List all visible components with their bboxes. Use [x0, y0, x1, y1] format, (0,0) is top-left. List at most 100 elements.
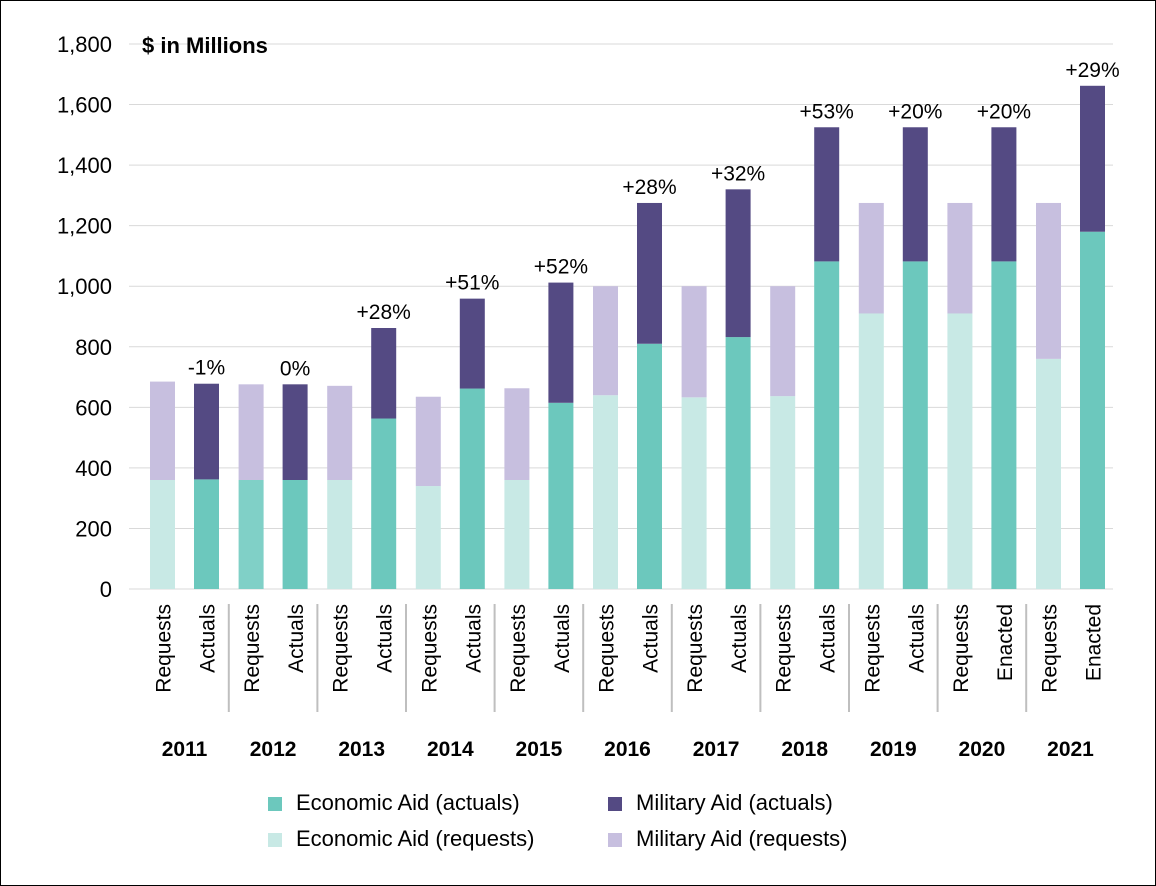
y-tick-label: 600: [75, 395, 112, 420]
legend-label: Military Aid (requests): [636, 826, 848, 851]
bar-economic-requests: [415, 486, 441, 589]
year-label: 2013: [338, 738, 385, 761]
bar-military-actuals: [991, 127, 1017, 262]
legend-item-econ-request: Economic Aid (requests): [268, 824, 534, 854]
change-label: +20%: [888, 100, 942, 123]
y-axis: 0 200 400 600 800 1,000 1,200 1,400 1,600 1,800: [57, 32, 112, 602]
bar-economic-requests: [238, 480, 264, 589]
bar-economic-requests: [150, 480, 175, 589]
bar-military-requests: [415, 396, 441, 487]
year-label: 2016: [604, 738, 651, 761]
x-tick-label: Enacted: [994, 604, 1017, 681]
x-tick-label: Actuals: [551, 604, 574, 673]
y-tick-label: 400: [75, 456, 112, 481]
bar-military-actuals: [459, 298, 485, 389]
bar-military-requests: [593, 286, 618, 396]
x-tick-label: Actuals: [905, 604, 928, 673]
year-label: 2017: [693, 738, 740, 761]
bar-economic-actuals: [371, 418, 397, 589]
change-label: -1%: [188, 357, 225, 380]
legend-swatch-econ-actual: [268, 797, 282, 811]
x-tick-label: Actuals: [462, 604, 485, 673]
bar-military-requests: [770, 286, 796, 397]
y-tick-label: 200: [75, 516, 112, 541]
y-tick-label: 1,800: [57, 32, 112, 57]
x-tick-label: Requests: [684, 604, 707, 693]
y-tick-label: 800: [75, 335, 112, 360]
x-tick-label: Requests: [507, 604, 530, 693]
bar-military-requests: [858, 202, 884, 314]
bar-economic-actuals: [459, 388, 485, 589]
x-tick-label: Actuals: [817, 604, 840, 673]
bar-military-actuals: [637, 202, 662, 344]
year-label: 2019: [870, 738, 917, 761]
year-label: 2018: [781, 738, 828, 761]
x-tick-label: Requests: [861, 604, 884, 693]
y-tick-label: 1,400: [57, 153, 112, 178]
x-tick-label: Requests: [153, 604, 176, 693]
x-tick-label: Actuals: [285, 604, 308, 673]
legend-swatch-econ-request: [268, 833, 282, 847]
legend-label: Economic Aid (actuals): [296, 790, 520, 815]
y-tick-label: 1,600: [57, 93, 112, 118]
year-label: 2011: [162, 738, 208, 761]
bar-economic-actuals: [637, 343, 662, 589]
change-label: +28%: [357, 301, 411, 324]
x-tick-label: Actuals: [374, 604, 397, 673]
x-tick-label: Requests: [950, 604, 973, 693]
change-label: +53%: [800, 100, 854, 123]
x-tick-label: Enacted: [1083, 604, 1106, 681]
bar-economic-requests: [593, 395, 618, 589]
bar-military-requests: [238, 384, 264, 480]
year-label: 2014: [427, 738, 474, 761]
year-label: 2021: [1047, 738, 1094, 761]
change-label: +52%: [534, 256, 588, 279]
bar-economic-requests: [947, 313, 973, 589]
change-label: +32%: [711, 162, 765, 185]
bar-military-actuals: [371, 328, 397, 419]
x-tick-label: Actuals: [197, 604, 220, 673]
x-tick-label: Requests: [241, 604, 264, 693]
bar-economic-requests: [504, 480, 530, 589]
bar-military-actuals: [1080, 85, 1105, 232]
x-tick-label: Actuals: [728, 604, 751, 673]
bar-economic-requests: [858, 313, 884, 589]
change-label: +51%: [445, 272, 499, 295]
legend-item-mil-actual: Military Aid (actuals): [608, 788, 833, 818]
legend: Economic Aid (actuals) Military Aid (act…: [268, 788, 908, 860]
x-tick-label: Requests: [330, 604, 353, 693]
bar-military-actuals: [194, 383, 219, 480]
change-label: +28%: [622, 176, 676, 199]
bar-military-actuals: [814, 127, 840, 262]
x-tick-label: Requests: [1039, 604, 1062, 693]
year-label: 2015: [516, 738, 563, 761]
year-label: 2012: [250, 738, 297, 761]
x-tick-label: Actuals: [640, 604, 663, 673]
legend-item-econ-actual: Economic Aid (actuals): [268, 788, 520, 818]
bar-military-requests: [504, 388, 530, 480]
legend-label: Economic Aid (requests): [296, 826, 535, 851]
bars: [150, 85, 1105, 589]
bar-economic-actuals: [548, 402, 574, 589]
bar-economic-actuals: [902, 261, 928, 589]
bar-military-actuals: [902, 127, 928, 262]
legend-swatch-mil-actual: [608, 797, 622, 811]
bar-economic-actuals: [282, 480, 308, 589]
bar-military-requests: [681, 286, 707, 398]
bar-military-requests: [1036, 202, 1061, 359]
unit-label: $ in Millions: [142, 33, 268, 58]
y-tick-label: 0: [100, 577, 112, 602]
bar-economic-actuals: [991, 261, 1017, 589]
bar-economic-actuals: [814, 261, 840, 589]
bar-military-requests: [947, 202, 973, 314]
bar-military-actuals: [282, 384, 308, 480]
legend-item-mil-request: Military Aid (requests): [608, 824, 848, 854]
bar-economic-actuals: [1080, 231, 1105, 589]
legend-swatch-mil-request: [608, 833, 622, 847]
bar-military-requests: [327, 385, 353, 480]
bar-military-requests: [150, 381, 175, 480]
x-tick-label: Requests: [418, 604, 441, 693]
bar-economic-requests: [770, 396, 796, 589]
bar-economic-requests: [681, 397, 707, 589]
